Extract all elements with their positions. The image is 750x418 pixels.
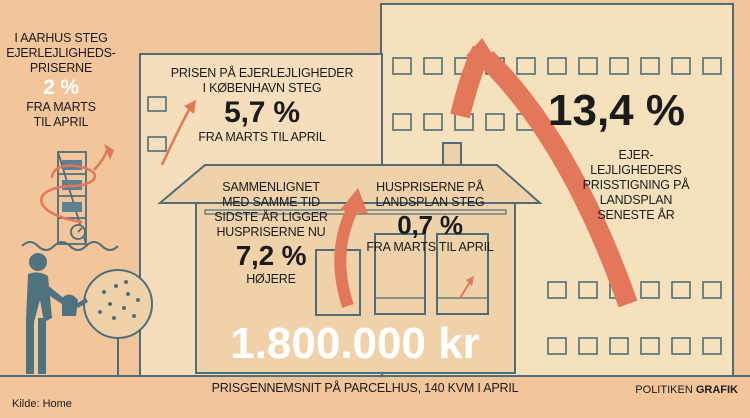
window (547, 281, 567, 299)
aarhus-text: I AARHUS STEG EJERLEJLIGHEDS- PRISERNE 2… (0, 31, 122, 130)
window (392, 57, 412, 75)
window (609, 337, 629, 355)
national-apartments-line2: LEJLIGHEDERS (590, 163, 682, 177)
national-houses-text: HUSPRISERNE PÅ LANDSPLAN STEG 0,7 % FRA … (350, 180, 510, 255)
comparison-line2: MED SAMME TID (222, 195, 320, 209)
window (702, 337, 722, 355)
brand-name: POLITIKEN (635, 384, 693, 396)
aarhus-line3: PRISERNE (29, 61, 93, 75)
average-price-value: 1.800.000 kr (230, 319, 480, 368)
aarhus-line5: TIL APRIL (33, 115, 89, 129)
national-apartments-line1: EJER- (618, 148, 654, 162)
national-houses-line1: HUSPRISERNE PÅ (376, 180, 484, 194)
wave-line (21, 241, 119, 251)
copenhagen-value: 5,7 % (224, 96, 300, 129)
window (671, 281, 691, 299)
comparison-value: 7,2 % (235, 240, 307, 271)
window (547, 337, 567, 355)
window (578, 281, 598, 299)
window (147, 96, 167, 112)
house (157, 142, 543, 374)
window (609, 57, 629, 75)
window (640, 57, 660, 75)
national-apartments-line3: PRISSTIGNING PÅ (582, 178, 690, 192)
comparison-line3: SIDSTE ÅR LIGGER (214, 210, 328, 224)
national-apartments-value: 13,4 % (548, 86, 685, 135)
aarhus-line4: FRA MARTS (26, 100, 96, 114)
copenhagen-line1: PRISEN PÅ EJERLEJLIGHEDER (170, 66, 354, 80)
national-houses-line2: LANDSPLAN STEG (375, 195, 485, 209)
national-houses-line3: FRA MARTS TIL APRIL (366, 240, 494, 254)
window (640, 281, 660, 299)
window (671, 57, 691, 75)
copenhagen-text: PRISEN PÅ EJERLEJLIGHEDER I KØBENHAVN ST… (162, 66, 362, 145)
window (423, 57, 443, 75)
brand-label: POLITIKEN GRAFIK (635, 384, 738, 396)
average-price-caption: PRISGENNEMSNIT PÅ PARCELHUS, 140 KVM I A… (211, 381, 519, 395)
aarhus-line1: I AARHUS STEG (14, 31, 108, 45)
window (702, 57, 722, 75)
window (516, 57, 536, 75)
window (578, 57, 598, 75)
national-houses-value: 0,7 % (397, 210, 463, 240)
national-apartments-line4: LANDSPLAN (599, 193, 673, 207)
gardener-icon (26, 253, 88, 374)
window (578, 337, 598, 355)
copenhagen-arrow-icon (160, 107, 192, 166)
copenhagen-line2: I KØBENHAVN STEG (202, 81, 322, 95)
window (423, 113, 443, 131)
comparison-line5: HØJERE (246, 272, 296, 286)
window (392, 113, 412, 131)
window (671, 337, 691, 355)
comparison-line1: SAMMENLIGNET (222, 180, 320, 194)
comparison-text: SAMMENLIGNET MED SAMME TID SIDSTE ÅR LIG… (196, 180, 346, 287)
window (547, 57, 567, 75)
comparison-line4: HUSPRISERNE NU (216, 225, 326, 239)
window (640, 337, 660, 355)
national-apartments-text: EJER- LEJLIGHEDERS PRISSTIGNING PÅ LANDS… (566, 148, 706, 223)
window (702, 281, 722, 299)
source-label: Kilde: Home (12, 398, 72, 410)
aarhus-value: 2 % (43, 76, 79, 99)
national-apartments-line5: SENESTE ÅR (597, 208, 675, 222)
house-price-arrow-icon (334, 203, 360, 308)
aarhus-line2: EJERLEJLIGHEDS- (6, 46, 116, 60)
window (485, 113, 505, 131)
brand-section: GRAFIK (695, 384, 738, 396)
small-house-arrow-icon (459, 281, 471, 299)
copenhagen-line3: FRA MARTS TIL APRIL (198, 130, 326, 144)
window (147, 136, 167, 152)
